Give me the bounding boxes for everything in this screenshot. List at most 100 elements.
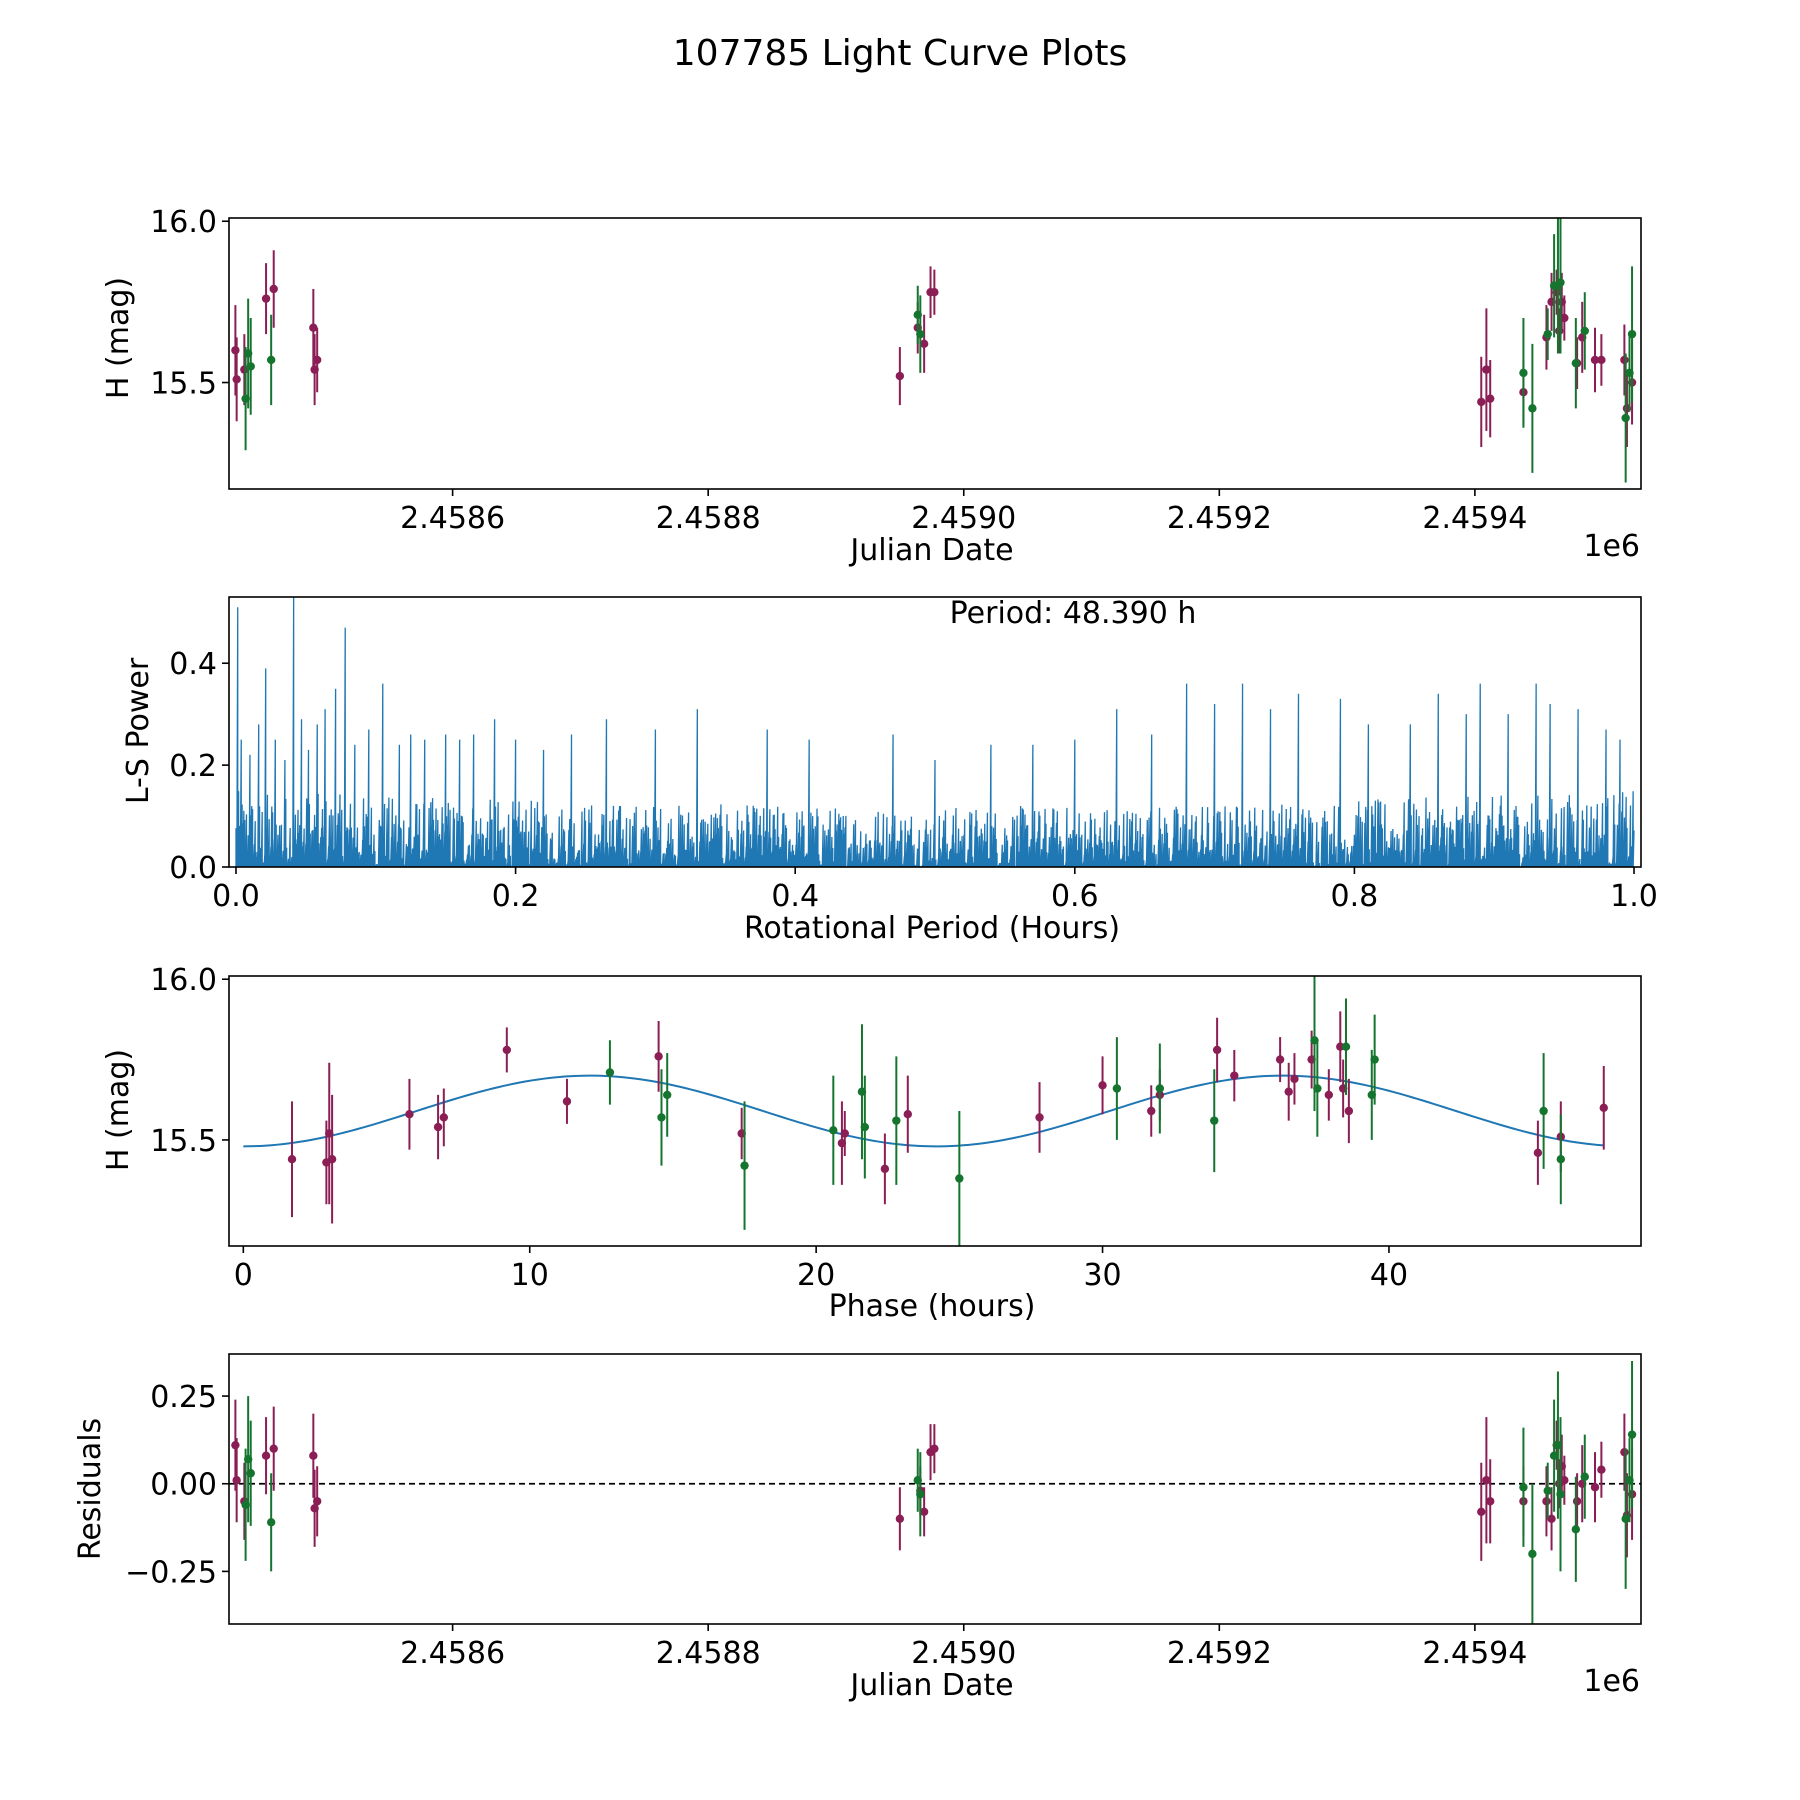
phased-point-red [840, 1129, 849, 1138]
phased-point-green [740, 1161, 749, 1170]
ls-power-line [235, 597, 1635, 867]
residuals-point-red [1590, 1483, 1600, 1492]
phased-xlabel: Phase (hours) [829, 1289, 1036, 1324]
lightcurve-panel: H (mag) Julian Date 1e6 2.4586 2.4588 2.45… [101, 205, 1642, 568]
periodogram-ytick-label: 0.2 [169, 749, 217, 784]
periodogram-ylabel: L-S Power [121, 657, 156, 804]
lightcurve-point-green [1627, 329, 1637, 339]
residuals-point-red [1542, 1497, 1551, 1506]
phased-point-green [605, 1068, 615, 1077]
lightcurve-plot-area [231, 218, 1637, 483]
phased-point-red [1147, 1106, 1156, 1116]
phased-point-red [433, 1122, 443, 1132]
phased-point-green [663, 1090, 672, 1100]
periodogram-panel: L-S Power Rotational Period (Hours) Peri… [121, 596, 1658, 946]
lightcurve-point-red [1477, 397, 1486, 407]
phased-point-red [1098, 1081, 1107, 1090]
phased-point-green [1341, 1042, 1351, 1051]
residuals-point-red [1486, 1497, 1495, 1506]
residuals-point-green [246, 1469, 255, 1478]
phased-point-green [1210, 1116, 1219, 1125]
phased-panel: H (mag) Phase (hours) 0 10 20 30 40 15.5 16.0 [101, 963, 1642, 1324]
phased-point-red [1599, 1103, 1608, 1112]
lightcurve-point-red [309, 323, 318, 332]
periodogram-axes-frame [228, 596, 1642, 868]
residuals-point-red [1477, 1507, 1486, 1516]
lightcurve-point-red [1620, 355, 1629, 365]
residuals-xtick-label: 2.4594 [1422, 1636, 1527, 1671]
residuals-point-red [1572, 1497, 1582, 1506]
phased-point-red [287, 1155, 297, 1164]
figure-title: 107785 Light Curve Plots [673, 33, 1127, 74]
residuals-xtick-label: 2.4590 [911, 1636, 1016, 1671]
residuals-point-red [261, 1451, 271, 1460]
residuals-point-green [1580, 1472, 1589, 1481]
lightcurve-point-red [261, 294, 271, 303]
residuals-point-green [1621, 1514, 1630, 1524]
residuals-offset-label: 1e6 [1583, 1664, 1640, 1699]
residuals-axes-frame [228, 1353, 1642, 1625]
periodogram-ytick-label: 0.4 [169, 647, 217, 682]
residuals-point-red [1482, 1476, 1491, 1485]
phased-point-red [405, 1110, 414, 1119]
residuals-point-red [1620, 1447, 1629, 1457]
residuals-point-green [1556, 1490, 1565, 1499]
phased-point-red [1533, 1148, 1543, 1157]
lightcurve-xtick-label: 2.4590 [911, 501, 1016, 536]
lightcurve-point-green [1528, 404, 1537, 413]
residuals-plot-area [229, 1361, 1641, 1624]
phased-point-green [1155, 1084, 1165, 1093]
lightcurve-ylabel: H (mag) [101, 277, 136, 399]
residuals-point-green [1571, 1525, 1581, 1534]
phased-xtick-label: 10 [511, 1258, 549, 1293]
phased-point-red [562, 1097, 572, 1106]
lightcurve-point-green [1543, 329, 1552, 339]
phased-point-red [654, 1052, 663, 1061]
lightcurve-ytick-label: 15.5 [150, 367, 217, 402]
lightcurve-point-red [1597, 355, 1606, 365]
lightcurve-point-green [1571, 358, 1581, 368]
residuals-point-red [1560, 1476, 1569, 1485]
lightcurve-point-red [312, 355, 322, 365]
lightcurve-point-green [1519, 368, 1528, 378]
lightcurve-offset-label: 1e6 [1583, 529, 1640, 564]
lightcurve-point-red [1486, 394, 1495, 403]
residuals-xtick-label: 2.4592 [1167, 1636, 1272, 1671]
periodogram-ytick-label: 0.0 [169, 851, 217, 886]
phased-point-green [1112, 1084, 1122, 1093]
residuals-ylabel: Residuals [73, 1418, 108, 1560]
residuals-point-green [1549, 1451, 1559, 1460]
phased-point-red [327, 1155, 337, 1164]
phased-point-green [955, 1174, 964, 1183]
phased-point-red [903, 1110, 912, 1119]
phased-point-green [829, 1126, 838, 1135]
periodogram-plot-area [235, 597, 1635, 867]
lightcurve-xtick-label: 2.4592 [1167, 501, 1272, 536]
residuals-point-green [1627, 1430, 1637, 1439]
lightcurve-xtick-label: 2.4586 [400, 501, 505, 536]
residuals-point-green [1528, 1549, 1537, 1559]
lightcurve-ytick-label: 16.0 [150, 205, 217, 240]
phased-point-green [892, 1116, 901, 1125]
phased-point-red [1275, 1055, 1285, 1064]
lightcurve-point-red [269, 284, 278, 294]
phased-plot-area [243, 976, 1608, 1246]
residuals-point-green [1543, 1486, 1552, 1495]
phased-xtick-label: 0 [234, 1258, 253, 1293]
residuals-point-red [232, 1476, 241, 1485]
residuals-point-red [1547, 1514, 1556, 1524]
phased-point-red [1324, 1090, 1334, 1100]
phased-point-green [1539, 1106, 1548, 1116]
residuals-point-red [930, 1444, 939, 1453]
lightcurve-point-red [231, 346, 240, 355]
lightcurve-point-red [919, 339, 929, 349]
lightcurve-xtick-label: 2.4594 [1422, 501, 1527, 536]
phased-point-green [1370, 1055, 1379, 1064]
periodogram-xtick-label: 1.0 [1610, 879, 1658, 914]
phased-point-red [502, 1045, 512, 1055]
periodogram-xtick-label: 0.2 [492, 879, 540, 914]
lightcurve-point-red [1590, 355, 1600, 365]
residuals-point-green [1519, 1483, 1528, 1492]
periodogram-xlabel: Rotational Period (Hours) [744, 911, 1120, 946]
